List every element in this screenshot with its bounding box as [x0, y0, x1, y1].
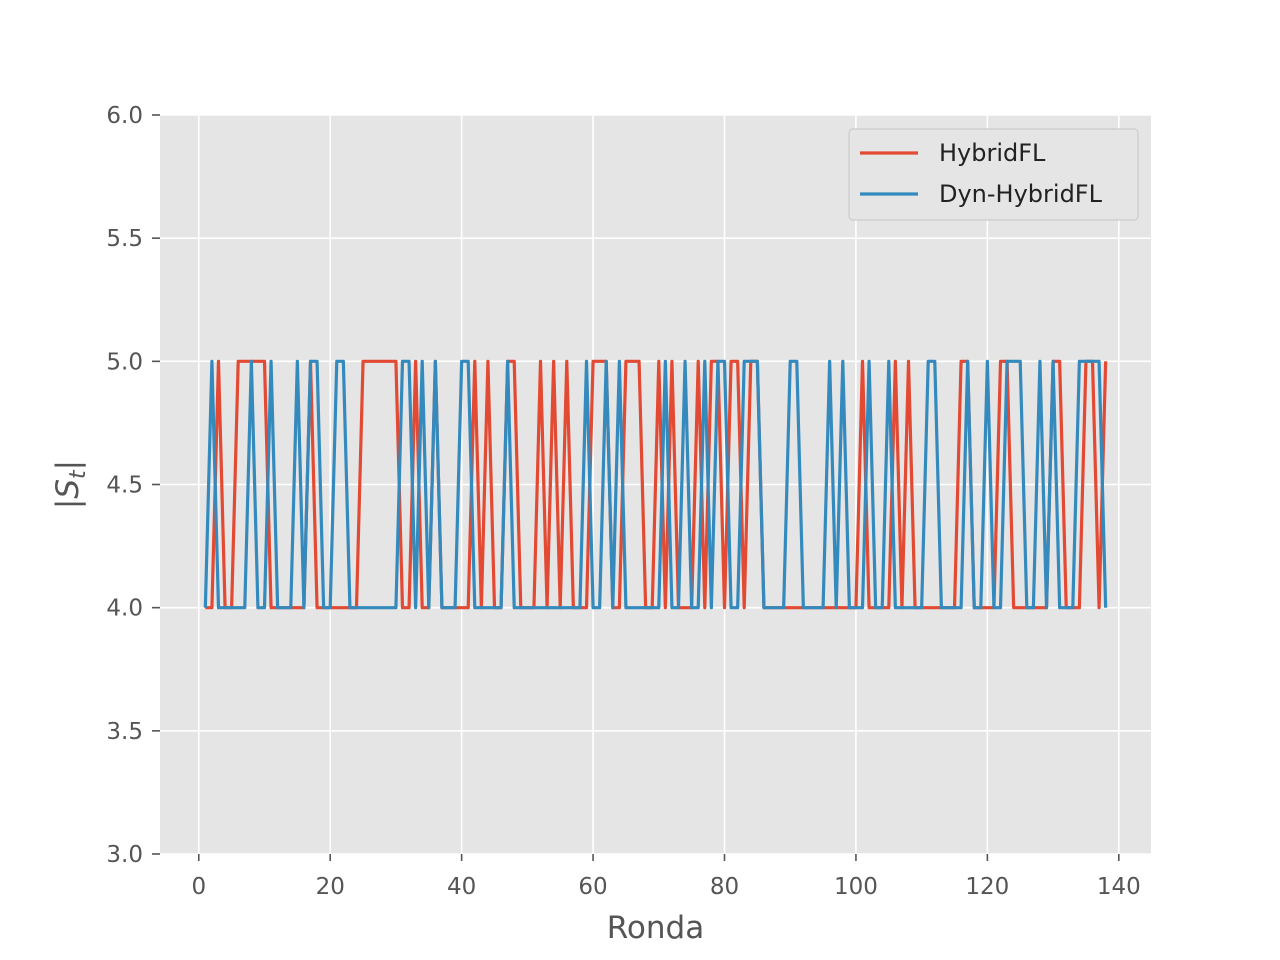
y-axis-label: |St| — [50, 460, 91, 509]
y-tick-label: 3.0 — [106, 842, 143, 868]
legend-label-dyn-hybridfl: Dyn-HybridFL — [939, 180, 1103, 208]
series-line-dyn-hybridfl — [203, 359, 1108, 610]
legend: HybridFL Dyn-HybridFL — [848, 128, 1139, 221]
x-tick-label: 80 — [710, 874, 739, 900]
x-tick-label: 20 — [316, 874, 345, 900]
y-tick-label: 5.0 — [106, 349, 143, 375]
axes: 0 20 40 60 80 100 120 140 3.0 3.5 4.0 4.5 5.0 5.5 6.0 — [106, 103, 1140, 900]
x-tick-label: 120 — [965, 874, 1009, 900]
y-axis-label-subscript: t — [66, 469, 91, 479]
x-tick-label: 60 — [578, 874, 607, 900]
y-axis-label-symbol: S — [50, 479, 86, 499]
legend-label-hybridfl: HybridFL — [939, 139, 1046, 167]
x-tick-label: 100 — [834, 874, 878, 900]
y-tick-label: 4.5 — [106, 473, 143, 499]
x-tick-label: 0 — [191, 874, 206, 900]
y-tick-label: 6.0 — [106, 103, 143, 129]
x-tick-label: 140 — [1097, 874, 1141, 900]
x-axis-label: Ronda — [607, 910, 704, 946]
y-tick-label: 5.5 — [106, 226, 143, 252]
series-group — [203, 359, 1108, 610]
x-tick-label: 40 — [447, 874, 476, 900]
y-tick-label: 4.0 — [106, 596, 143, 622]
legend-box — [848, 128, 1139, 221]
y-tick-label: 3.5 — [106, 719, 143, 745]
